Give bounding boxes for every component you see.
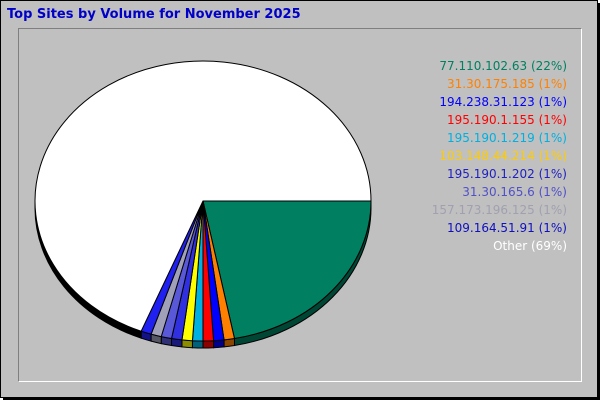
legend-entry-8: 157.173.196.125 (1%) (431, 203, 567, 217)
legend-entry-0: 77.110.102.63 (22%) (439, 59, 567, 73)
legend-entry-2: 194.238.31.123 (1%) (439, 95, 567, 109)
legend-entry-6: 195.190.1.202 (1%) (446, 167, 567, 181)
legend-entry-4: 195.190.1.219 (1%) (446, 131, 567, 145)
legend-entry-1: 31.30.175.185 (1%) (446, 77, 567, 91)
legend-entry-10: Other (69%) (493, 239, 567, 253)
legend-entry-9: 109.164.51.91 (1%) (446, 221, 567, 235)
plot-area (18, 28, 582, 382)
pie-slice-side-3 (202, 340, 215, 349)
legend-entry-3: 195.190.1.155 (1%) (446, 113, 567, 127)
legend: 77.110.102.63 (22%) 31.30.175.185 (1%) 194… (432, 57, 567, 255)
legend-entry-5: 103.148.44.214 (1%) (439, 149, 567, 163)
chart-title: Top Sites by Volume for November 2025 (7, 7, 301, 22)
legend-entry-7: 31.30.165.6 (1%) (462, 185, 567, 199)
pie-slice-side-4 (191, 340, 204, 349)
pie-slice-0 (202, 200, 372, 340)
pie-slice-10 (34, 60, 372, 332)
